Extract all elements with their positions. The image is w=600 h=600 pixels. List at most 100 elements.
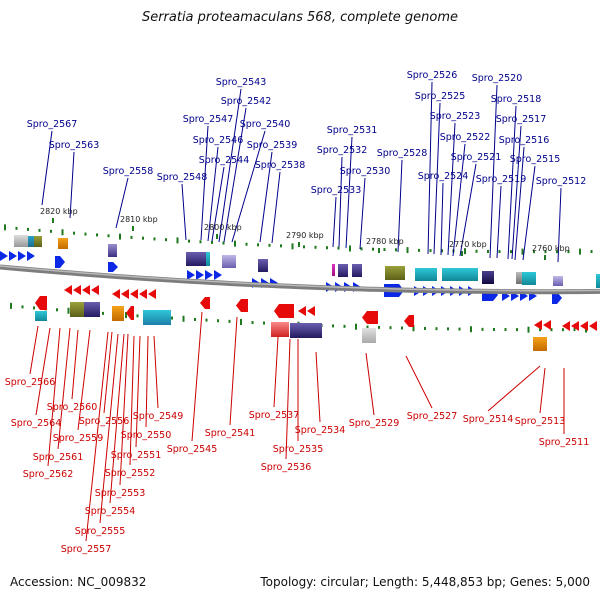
scale-tick: [461, 251, 463, 256]
inner-tick: [366, 325, 369, 329]
minus-gene-label: Spro_2553: [95, 488, 146, 499]
plus-leader-line: [397, 159, 403, 253]
outer-tick: [176, 237, 179, 244]
outer-tick: [245, 242, 248, 246]
minus-gene-arrow: [126, 306, 134, 320]
inner-tick: [539, 328, 541, 332]
plus-gene-label: Spro_2558: [103, 166, 154, 177]
minus-leader-line: [47, 327, 61, 467]
inner-tick: [182, 315, 185, 322]
minus-gene-label: Spro_2562: [23, 469, 74, 480]
inner-tick: [217, 319, 219, 323]
minus-leader-line: [57, 327, 71, 450]
outer-tick: [50, 229, 52, 233]
outer-tick: [418, 248, 420, 252]
minus-gene-arrow: [580, 321, 588, 331]
plus-leader-line: [338, 156, 343, 248]
plus-gene-label: Spro_2567: [27, 119, 78, 130]
inner-tick: [33, 306, 35, 310]
plus-gene-label: Spro_2533: [311, 185, 362, 196]
outer-tick: [119, 233, 121, 240]
genome-summary: Topology: circular; Length: 5,448,853 bp…: [260, 575, 590, 589]
scale-tick: [378, 248, 380, 253]
feature-box: [553, 276, 563, 286]
plus-gene-label: Spro_2512: [536, 176, 587, 187]
minus-gene-arrow: [362, 311, 378, 324]
feature-box: [84, 302, 100, 317]
minus-gene-label: Spro_2564: [11, 418, 62, 429]
minus-leader-line: [29, 325, 39, 375]
minus-gene-arrow: [91, 285, 99, 295]
inner-tick: [389, 326, 392, 330]
feature-box: [186, 252, 208, 266]
outer-tick: [291, 243, 294, 250]
scale-label: 2810 kbp: [120, 215, 158, 224]
plus-gene-label: Spro_2543: [216, 77, 267, 88]
plus-gene-label: Spro_2517: [496, 114, 547, 125]
plus-leader-line: [332, 196, 337, 248]
plus-gene-arrow: [214, 270, 222, 280]
minus-leader-line: [191, 311, 203, 442]
plus-leader-line: [223, 107, 247, 243]
outer-tick: [73, 231, 75, 235]
feature-box: [70, 302, 84, 317]
inner-tick: [125, 312, 127, 319]
feature-box: [35, 311, 47, 321]
minus-gene-label: Spro_2535: [273, 444, 324, 455]
inner-tick: [228, 319, 231, 323]
minus-leader-line: [103, 331, 113, 414]
feature-box: [206, 252, 210, 266]
inner-tick: [67, 307, 70, 314]
plus-gene-label: Spro_2532: [317, 145, 368, 156]
outer-tick: [107, 234, 110, 238]
inner-tick: [481, 327, 484, 331]
scale-tick: [298, 242, 300, 247]
outer-tick: [498, 250, 501, 254]
plus-leader-line: [433, 102, 441, 255]
minus-gene-arrow: [35, 296, 47, 310]
plus-gene-arrow: [552, 292, 562, 304]
minus-gene-label: Spro_2541: [205, 428, 256, 439]
outer-tick: [360, 247, 363, 251]
plus-gene-label: Spro_2519: [476, 174, 527, 185]
feature-box: [271, 322, 289, 337]
feature-box: [533, 337, 547, 351]
feature-box: [14, 235, 28, 247]
outer-tick: [521, 248, 524, 255]
outer-tick: [326, 246, 328, 250]
outer-tick: [234, 240, 236, 247]
minus-gene-arrow: [148, 289, 156, 299]
inner-tick: [21, 305, 24, 309]
minus-leader-line: [153, 335, 159, 409]
outer-tick: [487, 249, 489, 253]
inner-tick: [412, 325, 415, 332]
minus-gene-label: Spro_2549: [133, 411, 184, 422]
minus-gene-label: Spro_2511: [539, 437, 590, 448]
minus-gene-arrow: [543, 320, 551, 330]
outer-tick: [222, 241, 225, 245]
feature-box: [442, 268, 478, 281]
plus-gene-label: Spro_2542: [221, 96, 272, 107]
plus-gene-label: Spro_2521: [451, 152, 502, 163]
outer-tick: [130, 235, 133, 239]
minus-leader-line: [405, 355, 433, 409]
scale-label: 2820 kbp: [40, 207, 78, 216]
feature-box: [28, 236, 34, 247]
feature-box: [338, 264, 348, 277]
minus-leader-line: [285, 338, 291, 460]
plus-leader-line: [452, 143, 466, 257]
inner-tick: [562, 328, 564, 332]
inner-tick: [205, 318, 208, 322]
minus-leader-line: [109, 333, 125, 504]
plus-leader-line: [181, 183, 187, 241]
feature-box: [362, 328, 376, 343]
minus-gene-arrow: [571, 321, 579, 331]
outer-tick: [38, 228, 41, 232]
minus-gene-label: Spro_2527: [407, 411, 458, 422]
outer-tick: [441, 249, 443, 253]
plus-gene-label: Spro_2538: [255, 160, 306, 171]
minus-leader-line: [99, 333, 119, 524]
minus-leader-line: [229, 316, 238, 426]
plus-leader-line: [427, 81, 433, 255]
feature-box: [290, 323, 322, 338]
